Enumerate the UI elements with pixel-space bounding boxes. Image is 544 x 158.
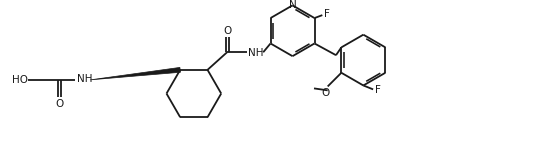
Text: NH: NH	[248, 48, 263, 58]
Text: N: N	[289, 0, 296, 10]
Text: NH: NH	[77, 74, 92, 84]
Text: O: O	[55, 99, 63, 109]
Text: O: O	[223, 26, 231, 36]
Text: F: F	[375, 85, 381, 95]
Text: O: O	[322, 88, 330, 98]
Text: HO: HO	[12, 75, 28, 85]
Polygon shape	[90, 67, 181, 80]
Text: F: F	[324, 9, 330, 19]
